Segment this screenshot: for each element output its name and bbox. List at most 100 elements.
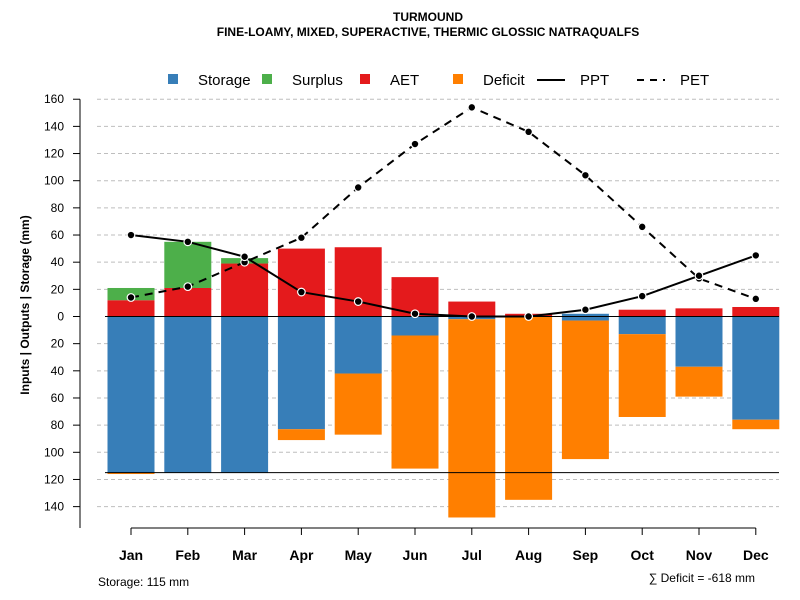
legend-label-pet: PET <box>680 72 709 89</box>
deficit-note: ∑ Deficit = -618 mm <box>649 571 755 585</box>
legend-item-storage: Storage <box>168 72 251 89</box>
storage-bar-sep <box>561 316 609 321</box>
legend-swatch-surplus <box>262 74 272 84</box>
ppt-point-mar <box>240 252 250 262</box>
x-tick-label-oct: Oct <box>631 547 655 563</box>
ppt-point-feb <box>183 237 193 247</box>
legend-label-aet: AET <box>390 72 419 89</box>
ppt-point-sep <box>581 305 590 315</box>
ppt-point-aug <box>524 312 533 321</box>
deficit-bar-nov <box>675 366 723 397</box>
x-tick-label-dec: Dec <box>743 547 769 563</box>
deficit-bar-jul <box>448 319 496 518</box>
y-tick-label: 20 <box>51 282 65 296</box>
x-tick-label-apr: Apr <box>289 547 314 563</box>
pet-point-feb <box>183 282 193 292</box>
deficit-bar-aug <box>505 316 553 500</box>
y-axis-label: Inputs | Outputs | Storage (mm) <box>18 215 32 394</box>
deficit-bar-oct <box>618 334 666 417</box>
x-tick-label-mar: Mar <box>232 547 257 563</box>
y-tick-label: 140 <box>44 119 64 133</box>
y-tick-label: 40 <box>51 364 65 378</box>
ppt-point-may <box>353 297 363 306</box>
legend-item-ppt: PPT <box>537 72 609 89</box>
x-tick-label-aug: Aug <box>515 547 542 563</box>
legend-swatch-aet <box>360 74 370 84</box>
aet-bar-nov <box>675 308 723 317</box>
pet-point-oct <box>637 222 647 232</box>
y-tick-label: 120 <box>44 147 64 161</box>
deficit-bar-may <box>334 373 382 435</box>
y-tick-label: 100 <box>44 174 64 188</box>
y-tick-label: 120 <box>44 472 64 486</box>
pet-point-dec <box>751 294 761 304</box>
ppt-point-nov <box>694 271 704 281</box>
deficit-bar-sep <box>561 320 609 460</box>
y-tick-label: 60 <box>51 228 65 242</box>
y-tick-label: 100 <box>44 445 64 459</box>
x-tick-label-jul: Jul <box>462 547 482 563</box>
bars <box>105 241 780 518</box>
aet-bar-mar <box>221 263 269 317</box>
legend-label-ppt: PPT <box>580 72 609 89</box>
y-tick-label: 0 <box>57 310 64 324</box>
pet-point-sep <box>581 170 590 180</box>
legend-item-pet: PET <box>637 72 709 89</box>
storage-bar-dec <box>732 316 780 420</box>
aet-bar-oct <box>618 309 666 317</box>
legend-label-surplus: Surplus <box>292 72 343 89</box>
pet-point-jul <box>467 102 477 112</box>
storage-note: Storage: 115 mm <box>98 575 189 589</box>
ppt-point-apr <box>297 287 306 297</box>
legend: Storage Surplus AET Deficit PPT PET <box>168 72 709 89</box>
aet-bar-jan <box>107 300 155 317</box>
deficit-bar-jun <box>391 335 439 469</box>
y-tick-label: 40 <box>51 255 65 269</box>
storage-bar-may <box>334 316 382 374</box>
ppt-point-jul <box>467 312 477 321</box>
x-tick-label-sep: Sep <box>573 547 599 563</box>
storage-bar-jan <box>107 316 155 473</box>
legend-swatch-deficit <box>453 74 463 84</box>
pet-point-jan <box>126 293 136 302</box>
deficit-bar-apr <box>277 429 325 441</box>
pet-point-apr <box>297 233 306 243</box>
chart-title: TURMOUND <box>393 10 463 24</box>
storage-bar-jun <box>391 316 439 336</box>
aet-bar-feb <box>164 287 212 317</box>
storage-bar-mar <box>221 316 269 473</box>
axes: 160 140 120 100 80 60 40 20 0 20 40 60 80 100 120 140 Ja… <box>44 92 769 563</box>
legend-item-deficit: Deficit <box>453 72 526 89</box>
storage-bar-oct <box>618 316 666 335</box>
legend-item-aet: AET <box>360 72 419 89</box>
ppt-point-oct <box>637 291 647 301</box>
ppt-point-jan <box>126 230 136 240</box>
surplus-bar-feb <box>164 241 212 288</box>
ppt-point-jun <box>410 309 420 319</box>
x-tick-label-jan: Jan <box>119 547 143 563</box>
x-tick-label-feb: Feb <box>175 547 200 563</box>
storage-loss-bar-sep <box>561 313 609 317</box>
legend-swatch-storage <box>168 74 178 84</box>
pet-line <box>130 106 757 300</box>
ppt-line <box>130 234 757 318</box>
y-tick-label: 160 <box>44 92 64 106</box>
y-tick-label: 80 <box>51 201 65 215</box>
chart-subtitle: FINE-LOAMY, MIXED, SUPERACTIVE, THERMIC … <box>217 25 639 39</box>
y-tick-label: 80 <box>51 418 65 432</box>
legend-label-storage: Storage <box>198 72 251 89</box>
x-tick-label-jun: Jun <box>403 547 428 563</box>
legend-item-surplus: Surplus <box>262 72 343 89</box>
x-tick-label-nov: Nov <box>686 547 713 563</box>
y-tick-label: 20 <box>51 337 65 351</box>
y-tick-label: 60 <box>51 391 65 405</box>
aet-bar-jul <box>448 301 496 317</box>
series-lines <box>126 102 761 321</box>
x-tick-label-may: May <box>345 547 372 563</box>
deficit-bar-dec <box>732 419 780 430</box>
y-tick-label: 140 <box>44 500 64 514</box>
legend-label-deficit: Deficit <box>483 72 526 89</box>
storage-bar-feb <box>164 316 212 473</box>
pet-point-jun <box>410 139 420 149</box>
